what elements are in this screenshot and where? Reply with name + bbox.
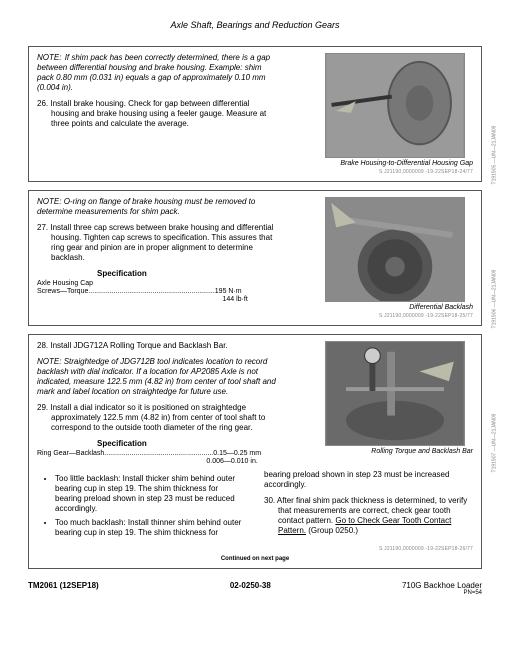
footer-left: TM2061 (12SEP18) — [28, 581, 99, 596]
bullet-1: Too little backlash: Install thicker shi… — [55, 474, 246, 514]
spec-header-3: Specification — [37, 439, 278, 448]
spec-val2-3: 0.006—0.010 in. — [37, 458, 278, 465]
step-num: 26. — [37, 99, 48, 108]
footer-center: 02-0250-38 — [230, 581, 271, 596]
step-num: 29. — [37, 403, 48, 412]
step-text: Install a dial indicator so it is positi… — [50, 403, 265, 432]
refcode-1: S J21190,0000009 -19-22SEP18-24/77 — [379, 169, 473, 175]
col2-continuation: bearing preload shown in step 23 must be… — [264, 470, 473, 490]
note-prefix: NOTE: — [37, 53, 61, 62]
step-text-c: (Group 0250.) — [306, 526, 358, 535]
note-text: Straightedge of JDG712B tool indicates l… — [37, 357, 276, 396]
note-1: NOTE: If shim pack has been correctly de… — [37, 53, 278, 93]
side-ref: T191907 —UN—21JAN09 — [491, 414, 497, 473]
step-num: 27. — [37, 223, 48, 232]
bullet-list: Too little backlash: Install thicker shi… — [37, 474, 246, 538]
spec-val2: 144 lb·ft — [37, 296, 278, 303]
section-1: NOTE: If shim pack has been correctly de… — [28, 46, 482, 182]
section-3: 28. Install JDG712A Rolling Torque and B… — [28, 334, 482, 569]
step-text: Install JDG712A Rolling Torque and Backl… — [50, 341, 227, 350]
photo-housing-gap — [325, 53, 465, 158]
continued-notice: Continued on next page — [37, 556, 473, 562]
step-text: Install three cap screws between brake h… — [50, 223, 273, 262]
step-text: Install brake housing. Check for gap bet… — [50, 99, 266, 128]
step-29: 29. Install a dial indicator so it is po… — [37, 403, 278, 433]
photo-backlash — [325, 197, 465, 302]
note-prefix: NOTE: — [37, 357, 61, 366]
caption-2: Differential Backlash — [409, 304, 473, 311]
caption-3: Rolling Torque and Backlash Bar — [371, 448, 473, 455]
step-26: 26. Install brake housing. Check for gap… — [37, 99, 278, 129]
spec-label: Axle Housing Cap — [37, 280, 278, 287]
note-text: O-ring on flange of brake housing must b… — [37, 197, 255, 216]
footer-pn: PN=54 — [402, 590, 482, 596]
step-27: 27. Install three cap screws between bra… — [37, 223, 278, 263]
page-footer: TM2061 (12SEP18) 02-0250-38 710G Backhoe… — [28, 581, 482, 596]
spec-row: Screws—Torque...........................… — [37, 288, 278, 295]
spec-header: Specification — [37, 269, 278, 278]
page-title: Axle Shaft, Bearings and Reduction Gears — [28, 20, 482, 30]
refcode-2: S J21190,0000009 -19-22SEP18-25/77 — [379, 313, 473, 319]
spec-row-3: Ring Gear—Backlash......................… — [37, 450, 278, 457]
note-text: If shim pack has been correctly determin… — [37, 53, 270, 92]
step-num: 28. — [37, 341, 48, 350]
step-num: 30. — [264, 496, 275, 505]
footer-right: 710G Backhoe Loader — [402, 581, 482, 590]
refcode-3: S J21190,0000009 -19-22SEP18-26/77 — [264, 546, 473, 552]
note-2: NOTE: O-ring on flange of brake housing … — [37, 197, 278, 217]
step-30: 30. After final shim pack thickness is d… — [264, 496, 473, 536]
photo-rolling-torque — [325, 341, 465, 446]
step-28: 28. Install JDG712A Rolling Torque and B… — [37, 341, 278, 351]
note-3: NOTE: Straightedge of JDG712B tool indic… — [37, 357, 278, 397]
section-2: NOTE: O-ring on flange of brake housing … — [28, 190, 482, 326]
bullet-2: Too much backlash: Install thinner shim … — [55, 518, 246, 538]
side-ref: T191906 —UN—21JAN09 — [491, 270, 497, 329]
note-prefix: NOTE: — [37, 197, 61, 206]
side-ref: T191905 —UN—21JAN09 — [491, 126, 497, 185]
caption-1: Brake Housing-to-Differential Housing Ga… — [340, 160, 473, 167]
